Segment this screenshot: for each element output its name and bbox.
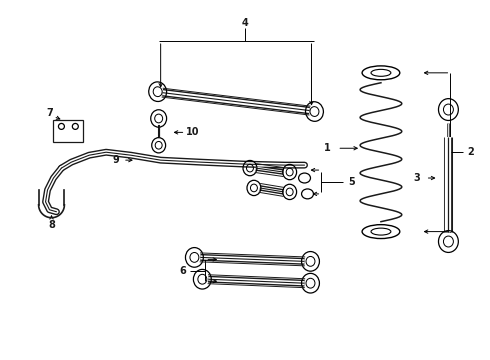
Text: 10: 10 <box>186 127 199 138</box>
Text: 9: 9 <box>113 155 120 165</box>
Text: 7: 7 <box>46 108 53 117</box>
Text: 5: 5 <box>348 177 355 187</box>
Text: 2: 2 <box>467 147 474 157</box>
Text: 1: 1 <box>324 143 331 153</box>
Text: 3: 3 <box>413 173 420 183</box>
Text: 4: 4 <box>242 18 248 28</box>
Text: 6: 6 <box>179 266 186 276</box>
Text: 8: 8 <box>48 220 55 230</box>
